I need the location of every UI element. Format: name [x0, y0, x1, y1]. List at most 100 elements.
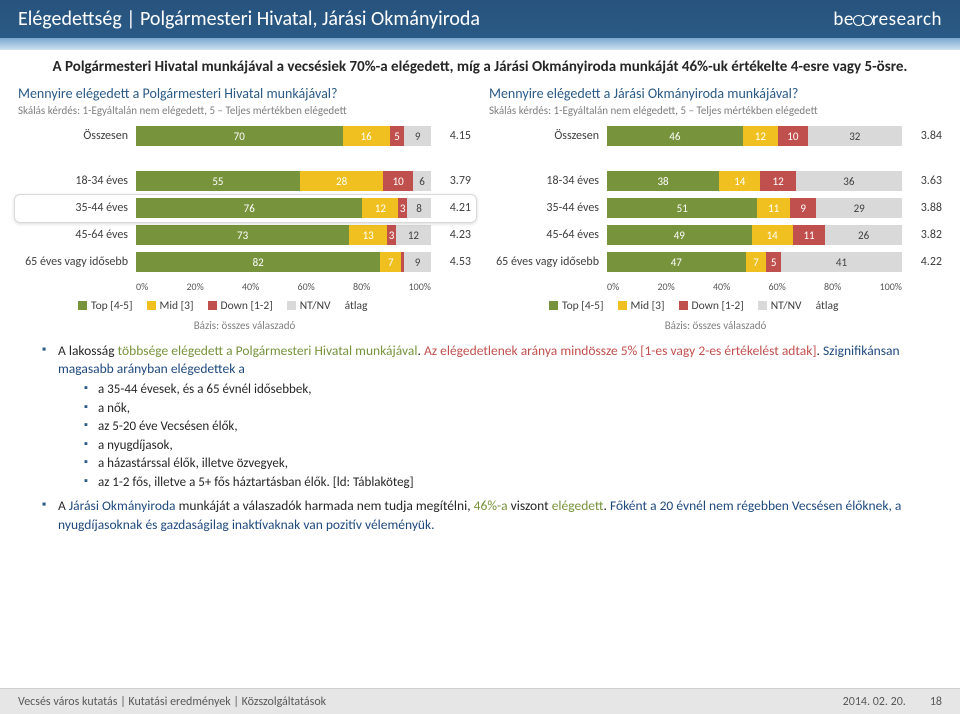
axis-tick: 80% — [824, 280, 841, 293]
bar-segment: 7 — [380, 252, 401, 272]
row-avg: 4.23 — [431, 228, 471, 242]
bar-segment: 10 — [383, 171, 413, 191]
bar-segment: 11 — [793, 225, 825, 245]
bar-segment: 32 — [808, 126, 902, 146]
bar-segment: 10 — [778, 126, 808, 146]
bar-segment: 16 — [343, 126, 390, 146]
row-bar: 5528106 — [136, 171, 431, 191]
bar-segment: 14 — [719, 171, 760, 191]
chart-left-legend: Top [4-5] Mid [3] Down [1-2] NT/NV átlag — [78, 299, 471, 313]
legend-swatch — [287, 301, 296, 310]
legend-label: Mid [3] — [160, 299, 194, 313]
legend-item: NT/NV — [287, 299, 331, 313]
page-title: Elégedettség | Polgármesteri Hivatal, Já… — [18, 7, 480, 31]
chart-right-scale: Skálás kérdés: 1-Egyáltalán nem elégedet… — [489, 104, 942, 117]
legend-item: Top [4-5] — [549, 299, 604, 313]
bar-segment: 14 — [752, 225, 793, 245]
axis-tick: 0% — [136, 280, 148, 293]
bar-segment: 13 — [349, 225, 387, 245]
chart-left-scale: Skálás kérdés: 1-Egyáltalán nem elégedet… — [18, 104, 471, 117]
bar-segment: 55 — [136, 171, 300, 191]
axis-tick: 0% — [607, 280, 619, 293]
chart-row: 45-64 éves491411263.82 — [489, 224, 942, 247]
legend-swatch — [758, 301, 767, 310]
chart-row: Összesen461210323.84 — [489, 125, 942, 148]
axis-tick: 20% — [657, 280, 674, 293]
row-bar: 7313312 — [136, 225, 431, 245]
bar-segment: 38 — [607, 171, 719, 191]
legend-label: NT/NV — [771, 299, 802, 313]
row-bar: 5111929 — [607, 198, 902, 218]
legend-item: Down [1-2] — [679, 299, 744, 313]
chart-row: 18-34 éves381412363.63 — [489, 170, 942, 193]
bar-segment: 82 — [136, 252, 380, 272]
bar-segment: 12 — [396, 225, 431, 245]
legend-swatch — [549, 301, 558, 310]
legend-item: Top [4-5] — [78, 299, 133, 313]
chart-row: 45-64 éves73133124.23 — [18, 224, 471, 247]
bar-segment: 9 — [404, 126, 431, 146]
legend-avg: átlag — [345, 299, 368, 313]
chart-left-rows: Összesen7016594.1518-34 éves55281063.793… — [18, 125, 471, 274]
bar-segment: 28 — [300, 171, 383, 191]
sub-bullet: az 1-2 fős, illetve a 5+ fős háztartásba… — [84, 474, 930, 492]
bar-segment: 70 — [136, 126, 343, 146]
axis-tick: 20% — [186, 280, 203, 293]
row-bar: 46121032 — [607, 126, 902, 146]
chart-row: 35-44 éves7612384.21 — [18, 197, 471, 220]
bar-segment: 49 — [607, 225, 752, 245]
bar-segment: 6 — [413, 171, 431, 191]
legend-label: NT/NV — [300, 299, 331, 313]
chart-left-axis: 0%20%40%60%80%100% — [136, 278, 431, 293]
bar-segment: 76 — [136, 198, 362, 218]
axis-tick: 60% — [298, 280, 315, 293]
row-avg: 4.21 — [431, 201, 471, 215]
legend-swatch — [679, 301, 688, 310]
row-label: 65 éves vagy idősebb — [18, 255, 136, 269]
row-avg: 3.82 — [902, 228, 942, 242]
row-label: 65 éves vagy idősebb — [489, 255, 607, 269]
bullet-2: A Járási Okmányiroda munkáját a válaszad… — [42, 497, 930, 533]
bar-segment: 46 — [607, 126, 743, 146]
axis-tick: 40% — [242, 280, 259, 293]
row-avg: 4.15 — [431, 129, 471, 143]
header-bar: Elégedettség | Polgármesteri Hivatal, Já… — [0, 0, 960, 38]
bar-segment: 51 — [607, 198, 757, 218]
footer: Vecsés város kutatás | Kutatási eredmény… — [0, 688, 960, 714]
axis-tick: 40% — [713, 280, 730, 293]
bar-segment: 12 — [362, 198, 398, 218]
bar-segment: 12 — [743, 126, 778, 146]
legend-swatch — [78, 301, 87, 310]
row-avg: 3.79 — [431, 174, 471, 188]
chart-row: Összesen7016594.15 — [18, 125, 471, 148]
chart-right: Mennyire elégedett a Járási Okmányiroda … — [489, 85, 942, 332]
bar-segment: 5 — [766, 252, 781, 272]
bar-segment: 9 — [790, 198, 817, 218]
chart-right-question: Mennyire elégedett a Járási Okmányiroda … — [489, 85, 942, 102]
axis-tick: 80% — [353, 280, 370, 293]
legend-item: Down [1-2] — [208, 299, 273, 313]
bar-segment: 36 — [796, 171, 902, 191]
chart-row: 35-44 éves51119293.88 — [489, 197, 942, 220]
bar-segment: 47 — [607, 252, 746, 272]
axis-tick: 100% — [880, 280, 902, 293]
footer-left: Vecsés város kutatás | Kutatási eredmény… — [18, 695, 326, 709]
legend-label: Down [1-2] — [692, 299, 744, 313]
row-label: 45-64 éves — [18, 228, 136, 242]
bar-segment: 9 — [404, 252, 431, 272]
bar-segment: 7 — [746, 252, 767, 272]
footer-date: 2014. 02. 20. — [843, 695, 906, 709]
chart-left: Mennyire elégedett a Polgármesteri Hivat… — [18, 85, 471, 332]
legend-label: Top [4-5] — [91, 299, 133, 313]
legend-avg: átlag — [816, 299, 839, 313]
legend-item: NT/NV — [758, 299, 802, 313]
legend-swatch — [147, 301, 156, 310]
sub-bullet: a nők, — [84, 400, 930, 418]
row-label: 35-44 éves — [489, 201, 607, 215]
footer-page: 18 — [930, 695, 942, 709]
row-label: 18-34 éves — [489, 174, 607, 188]
sub-bullet: a 35-44 évesek, és a 65 évnél idősebbek, — [84, 381, 930, 399]
row-bar: 49141126 — [607, 225, 902, 245]
legend-label: Down [1-2] — [221, 299, 273, 313]
findings: A lakosság többsége elégedett a Polgárme… — [18, 332, 942, 534]
